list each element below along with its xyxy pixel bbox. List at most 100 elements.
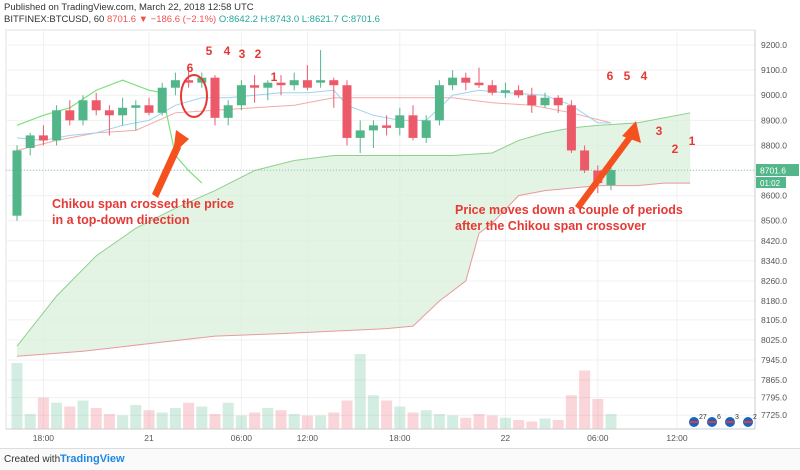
volume-bar	[381, 400, 393, 429]
candle-body	[474, 82, 484, 86]
count-label: 4	[641, 69, 648, 83]
candle-body	[184, 80, 194, 83]
volume-bar	[565, 395, 577, 429]
y-tick-label: 7725.0	[761, 410, 787, 420]
count-label: 1	[271, 70, 278, 84]
candle-body	[52, 110, 62, 141]
event-count: 27	[699, 414, 707, 421]
candle-body	[250, 85, 260, 88]
annotation-text: Price moves down a couple of periods	[455, 203, 683, 217]
count-label: 5	[206, 44, 213, 58]
volume-bar	[433, 414, 445, 429]
volume-bar	[222, 402, 234, 429]
annotation-text: in a top-down direction	[52, 213, 190, 227]
volume-bar	[473, 414, 485, 429]
arrow-head	[173, 130, 189, 154]
candle-body	[104, 110, 114, 116]
volume-bar	[301, 415, 313, 429]
candle-body	[210, 77, 220, 118]
volume-bar	[539, 418, 551, 429]
volume-bar	[328, 412, 340, 429]
chart-header: Published on TradingView.com, March 22, …	[0, 0, 800, 25]
countdown-label: 01:02	[760, 179, 781, 188]
volume-bar	[407, 412, 419, 429]
y-tick-label: 9200.0	[761, 40, 787, 50]
candle-body	[302, 80, 312, 88]
volume-bar	[183, 402, 195, 429]
volume-bar	[486, 415, 498, 429]
volume-bar	[196, 406, 208, 429]
y-tick-label: 9100.0	[761, 65, 787, 75]
count-label: 3	[656, 124, 663, 138]
volume-bar	[262, 408, 274, 429]
arrow-head	[622, 121, 641, 143]
volume-bar	[447, 415, 459, 429]
volume-bar	[235, 415, 247, 429]
volume-bar	[288, 414, 300, 429]
x-tick-label: 06:00	[587, 433, 609, 443]
volume-bar	[169, 408, 181, 429]
y-tick-label: 8105.0	[761, 315, 787, 325]
y-tick-label: 8900.0	[761, 115, 787, 125]
candle-body	[514, 90, 524, 96]
count-label: 6	[607, 69, 614, 83]
volume-bar	[90, 408, 102, 429]
x-tick-label: 18:00	[389, 433, 411, 443]
candle-body	[408, 115, 418, 138]
candle-body	[157, 87, 167, 113]
candle-body	[395, 115, 405, 128]
candle-body	[461, 77, 471, 83]
y-tick-label: 8260.0	[761, 276, 787, 286]
footer-bar: Created with TradingView	[0, 448, 800, 470]
volume-bar	[354, 354, 366, 429]
x-tick-label: 12:00	[297, 433, 319, 443]
volume-bar	[579, 370, 591, 429]
count-label: 2	[255, 47, 262, 61]
candle-body	[355, 130, 365, 138]
candle-body	[78, 100, 88, 121]
volume-bar	[460, 417, 472, 429]
y-tick-label: 7795.0	[761, 393, 787, 403]
candle-body	[236, 85, 246, 106]
volume-bar	[156, 412, 168, 429]
created-with-text: Created with	[4, 454, 61, 465]
y-tick-label: 8500.0	[761, 216, 787, 226]
volume-bar	[249, 412, 261, 429]
volume-bar	[499, 417, 511, 429]
volume-bar	[64, 406, 76, 429]
volume-bar	[605, 414, 617, 429]
candle-body	[38, 135, 48, 141]
candle-body	[368, 125, 378, 131]
candle-body	[342, 85, 352, 138]
y-tick-label: 7945.0	[761, 355, 787, 365]
volume-bar	[275, 410, 287, 429]
candle-body	[170, 80, 180, 88]
count-label: 3	[239, 47, 246, 61]
count-label: 6	[187, 61, 194, 75]
volume-bar	[341, 400, 353, 429]
senkou-a-line	[16, 112, 691, 347]
ohlc-values: O:8642.2 H:8743.0 L:8621.7 C:8701.6	[218, 14, 380, 25]
event-flag-stripe	[726, 421, 734, 423]
candle-body	[144, 105, 154, 113]
published-text: Published on TradingView.com, March 22, …	[4, 2, 254, 13]
candle-body	[527, 95, 537, 106]
y-tick-label: 8340.0	[761, 256, 787, 266]
last-price-label: 8701.6	[760, 166, 786, 176]
crossover-circle	[180, 74, 208, 118]
candle-body	[263, 82, 273, 88]
candle-body	[91, 100, 101, 111]
tradingview-logo[interactable]: TradingView	[60, 453, 125, 465]
volume-bar	[552, 420, 564, 429]
event-count: 6	[717, 414, 721, 421]
countdown-box	[756, 177, 786, 189]
candle-body	[540, 97, 550, 106]
count-label: 5	[624, 69, 631, 83]
volume-bar	[37, 397, 49, 429]
candle-body	[316, 80, 326, 83]
y-tick-label: 8025.0	[761, 335, 787, 345]
candle-body	[500, 90, 510, 93]
event-flag-stripe	[690, 421, 698, 423]
x-tick-label: 21	[144, 433, 154, 443]
price-chart[interactable]: 9200.09100.09000.08900.08800.08700.08600…	[0, 28, 800, 448]
